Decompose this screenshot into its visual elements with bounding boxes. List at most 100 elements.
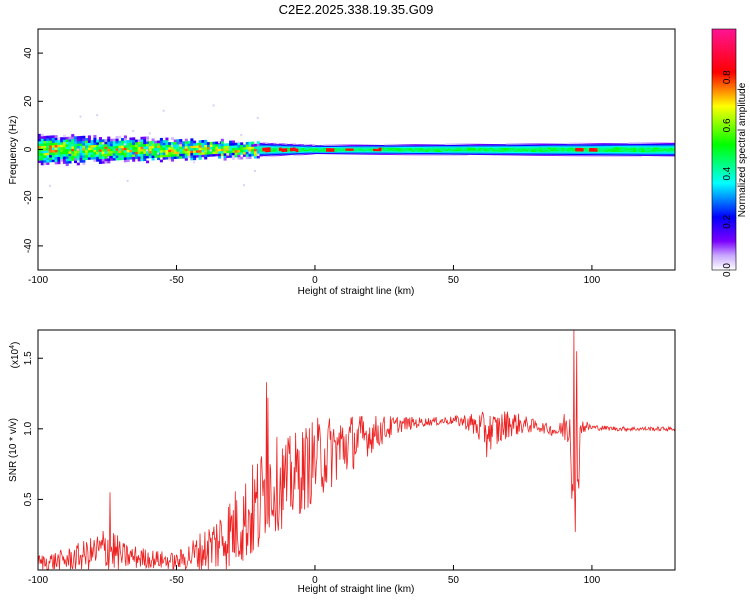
- heatmap-cell: [165, 142, 169, 146]
- heatmap-cell: [121, 147, 125, 151]
- heatmap-cell: [157, 147, 161, 151]
- heatmap-cell: [49, 137, 53, 141]
- heatmap-cell: [107, 158, 111, 161]
- heatmap-cell: [514, 146, 518, 149]
- heatmap-cell: [630, 144, 634, 147]
- heatmap-cell: [292, 149, 296, 152]
- heatmap-cell: [195, 150, 199, 153]
- heatmap-cell: [511, 152, 515, 155]
- heatmap-outlier: [168, 158, 171, 161]
- heatmap-cell: [400, 145, 404, 147]
- heatmap-cell: [522, 149, 526, 151]
- heatmap-cell: [292, 146, 296, 148]
- heatmap-cell: [445, 151, 449, 154]
- heatmap-cell: [276, 142, 280, 145]
- heatmap-cell: [284, 145, 288, 148]
- heatmap-cell: [98, 137, 102, 140]
- heatmap-cell: [362, 149, 366, 152]
- heatmap-cell: [450, 151, 454, 154]
- heatmap-cell: [259, 144, 263, 146]
- heatmap-cell: [93, 159, 97, 162]
- heatmap-cell: [633, 145, 637, 148]
- heatmap-cell: [555, 150, 559, 153]
- heatmap-cell: [472, 147, 476, 149]
- heatmap-cell: [389, 145, 393, 147]
- heatmap-cell: [494, 150, 499, 152]
- heatmap-cell: [60, 156, 64, 160]
- heatmap-cell: [630, 148, 634, 150]
- heatmap-cell: [600, 147, 604, 150]
- heatmap-cell: [317, 145, 321, 147]
- heatmap-cell: [641, 152, 645, 154]
- bottom-y-scale-label: (x104): [9, 342, 21, 369]
- heatmap-cell: [475, 149, 479, 152]
- heatmap-cell: [447, 148, 451, 150]
- heatmap-cell: [494, 146, 499, 148]
- heatmap-cell: [630, 142, 634, 144]
- chart-title: C2E2.2025.338.19.35.G09: [279, 2, 434, 17]
- heatmap-cell: [187, 155, 191, 159]
- heatmap-cell: [564, 143, 568, 146]
- heatmap-cell: [453, 143, 457, 146]
- heatmap-cell: [572, 152, 576, 154]
- heatmap-cell: [348, 151, 352, 154]
- heatmap-cell: [652, 146, 656, 148]
- heatmap-cell: [594, 150, 598, 152]
- bottom-x-axis-label: Height of straight line (km): [298, 584, 415, 595]
- heatmap-cell: [270, 147, 274, 150]
- heatmap-cell: [578, 151, 582, 153]
- heatmap-cell: [472, 149, 476, 152]
- heatmap-cell: [154, 150, 158, 154]
- heatmap-cell: [483, 153, 487, 156]
- heatmap-cell: [481, 145, 485, 147]
- heatmap-cell: [583, 154, 587, 157]
- heatmap-cell: [43, 135, 47, 139]
- heatmap-cell: [320, 150, 324, 152]
- heatmap-cell: [129, 154, 133, 158]
- heatmap-cell: [522, 150, 526, 152]
- heatmap-outlier: [49, 184, 52, 187]
- heatmap-cell: [364, 149, 368, 152]
- heatmap-cell: [140, 156, 144, 159]
- heatmap-cell: [331, 152, 335, 155]
- heatmap-cell: [647, 152, 651, 154]
- heatmap-cell: [622, 145, 626, 148]
- heatmap-cell: [251, 151, 255, 154]
- heatmap-cell: [564, 145, 568, 147]
- heatmap-cell: [636, 144, 640, 147]
- heatmap-cell: [74, 136, 78, 140]
- heatmap-cell: [51, 144, 55, 148]
- heatmap-cell: [182, 146, 186, 149]
- heatmap-cell: [417, 153, 421, 156]
- heatmap-cell: [209, 141, 213, 145]
- heatmap-cell: [231, 150, 235, 153]
- heatmap-cell: [420, 151, 424, 154]
- heatmap-cell: [38, 141, 42, 144]
- heatmap-cell: [345, 145, 349, 148]
- heatmap-cell: [165, 149, 169, 153]
- heatmap-cell: [373, 147, 377, 149]
- heatmap-cell: [259, 152, 263, 155]
- heatmap-cell: [539, 145, 543, 148]
- heatmap-cell: [530, 154, 535, 156]
- heatmap-cell: [492, 147, 496, 150]
- heatmap-cell: [428, 151, 432, 154]
- heatmap-cell: [209, 153, 213, 157]
- heatmap-cell: [586, 144, 590, 146]
- heatmap-cell: [373, 152, 377, 154]
- heatmap-cell: [54, 161, 58, 165]
- heatmap-cell: [270, 144, 274, 146]
- heatmap-cell: [345, 151, 349, 154]
- heatmap-cell: [569, 151, 573, 153]
- heatmap-cell: [647, 142, 651, 145]
- heatmap-cell: [71, 136, 75, 140]
- heatmap-cell: [276, 147, 280, 149]
- heatmap-cell: [633, 142, 637, 144]
- heatmap-cell: [395, 145, 399, 147]
- heatmap-cell: [614, 152, 618, 155]
- heatmap-cell: [445, 150, 449, 153]
- heatmap-cell: [627, 151, 631, 154]
- heatmap-cell: [478, 147, 482, 149]
- heatmap-cell: [627, 155, 631, 158]
- heatmap-cell: [49, 147, 53, 151]
